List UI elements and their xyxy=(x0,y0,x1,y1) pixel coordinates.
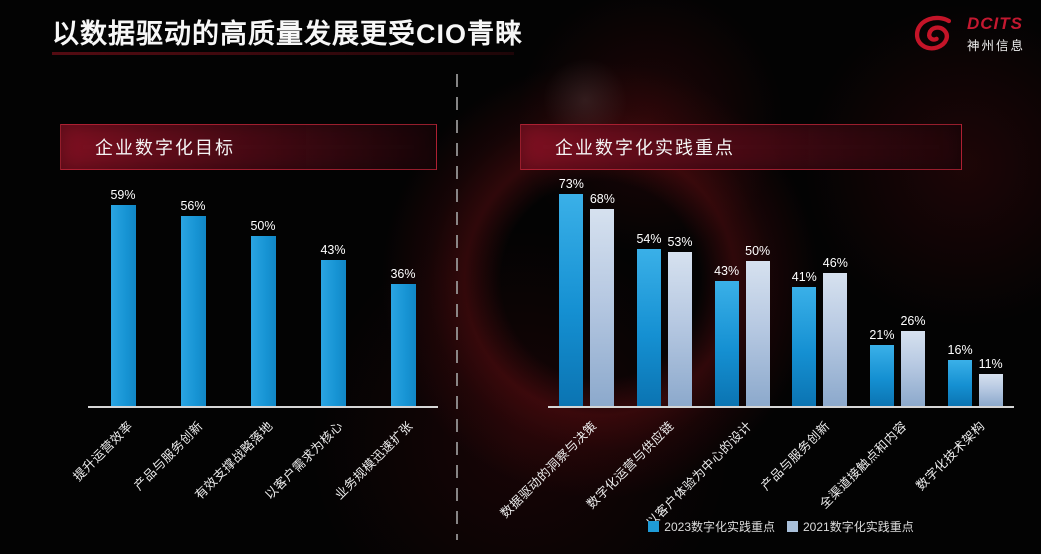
legend-label-2021: 2021数字化实践重点 xyxy=(803,520,914,534)
legend-swatch-2021 xyxy=(787,521,798,532)
bar-wrap: 26% xyxy=(900,314,925,406)
bar-wrap: 21% xyxy=(869,328,894,406)
category-slot: 业务规模迅速扩张 xyxy=(332,408,438,526)
bar-wrap: 36% xyxy=(390,267,416,406)
legend-item-2023: 2023数字化实践重点 xyxy=(648,518,775,535)
bar xyxy=(900,331,925,406)
category-slot: 数字化技术架构 xyxy=(914,408,1014,526)
bar-wrap: 50% xyxy=(745,244,770,406)
bar-wrap: 50% xyxy=(250,219,276,406)
bar-group: 59% xyxy=(88,186,158,406)
bar-value-label: 73% xyxy=(558,177,584,191)
bar-wrap: 41% xyxy=(792,270,817,406)
bar-value-label: 36% xyxy=(390,267,416,281)
bar xyxy=(948,360,973,406)
bar xyxy=(559,194,584,406)
bar xyxy=(823,273,848,406)
bar-value-label: 41% xyxy=(791,270,817,284)
bar xyxy=(668,252,692,406)
bar xyxy=(714,281,739,406)
bar xyxy=(110,205,136,406)
bar-wrap: 54% xyxy=(636,232,661,406)
bar-wrap: 73% xyxy=(559,177,584,406)
page-title: 以数据驱动的高质量发展更受CIO青睐 xyxy=(52,19,524,49)
chart-legend: 2023数字化实践重点 2021数字化实践重点 xyxy=(548,518,1014,535)
dcits-swirl-icon xyxy=(914,15,952,51)
left-panel-header-label: 企业数字化目标 xyxy=(95,138,235,158)
bar-value-label: 43% xyxy=(714,264,740,278)
bar-value-label: 53% xyxy=(667,235,693,249)
bar-wrap: 59% xyxy=(110,188,136,406)
bar-value-label: 43% xyxy=(320,243,346,257)
bar xyxy=(180,216,206,406)
bar-value-label: 56% xyxy=(180,199,206,213)
practices-bar-chart: 73% 68% 54% 53% 43% 50% 41% 46% 21% 26% 16% 11% 数据驱… xyxy=(498,176,1014,530)
logo-text: DCITS 神州信息 xyxy=(967,14,1025,54)
legend-item-2021: 2021数字化实践重点 xyxy=(787,518,914,535)
bar xyxy=(978,374,1003,406)
title-underline xyxy=(52,52,514,55)
goals-bars-area: 59% 56% 50% 43% 36% xyxy=(88,186,438,408)
bar-group: 54% 53% xyxy=(626,176,703,406)
logo-subtitle-text: 神州信息 xyxy=(966,39,1025,53)
category-label: 提升运营效率 xyxy=(70,418,136,484)
legend-swatch-2023 xyxy=(648,521,660,532)
bar-group: 56% xyxy=(158,186,228,406)
bar xyxy=(250,236,276,406)
bar-value-label: 26% xyxy=(900,314,926,328)
bar-wrap: 46% xyxy=(823,256,848,406)
right-panel-header: 企业数字化实践重点 xyxy=(520,124,962,170)
right-panel-header-label: 企业数字化实践重点 xyxy=(555,138,735,158)
bar-wrap: 68% xyxy=(590,192,615,406)
bar-value-label: 68% xyxy=(589,192,615,206)
bar xyxy=(636,249,661,406)
bar-group: 21% 26% xyxy=(859,176,936,406)
bar-group: 16% 11% xyxy=(937,176,1014,406)
panel-divider xyxy=(456,74,458,540)
bar-value-label: 16% xyxy=(947,343,973,357)
bar xyxy=(590,209,615,406)
bar-group: 43% 50% xyxy=(704,176,781,406)
bar-value-label: 59% xyxy=(110,188,136,202)
bar-group: 73% 68% xyxy=(548,176,625,406)
bar-wrap: 16% xyxy=(948,343,973,406)
bar xyxy=(745,261,770,406)
bar-wrap: 43% xyxy=(714,264,739,406)
practices-bars-area: 73% 68% 54% 53% 43% 50% 41% 46% 21% 26% 16% 11% xyxy=(548,176,1014,408)
logo-brand-text: DCITS xyxy=(966,14,1023,33)
bar-value-label: 46% xyxy=(822,256,848,270)
bar xyxy=(869,345,894,406)
bar-value-label: 50% xyxy=(745,244,771,258)
bar-group: 43% xyxy=(298,186,368,406)
bar-wrap: 43% xyxy=(320,243,346,406)
bar xyxy=(792,287,817,406)
bar-value-label: 50% xyxy=(250,219,276,233)
bar xyxy=(390,284,416,406)
practices-category-labels: 数据驱动的洞察与决策 数字化运营与供应链 以客户体验为中心的设计 产品与服务创新 全渠道… xyxy=(498,408,1014,530)
bar-group: 36% xyxy=(368,186,438,406)
bar-group: 50% xyxy=(228,186,298,406)
category-label: 数据驱动的洞察与决策 xyxy=(497,418,600,521)
legend-label-2023: 2023数字化实践重点 xyxy=(664,520,775,534)
bar-group: 41% 46% xyxy=(781,176,858,406)
goals-category-labels: 提升运营效率 产品与服务创新 有效支撑战略落地 以客户需求为核心 业务规模迅速扩张 xyxy=(71,408,438,526)
bar-wrap: 53% xyxy=(667,235,693,406)
left-panel-header: 企业数字化目标 xyxy=(60,124,437,170)
bar-value-label: 21% xyxy=(869,328,895,342)
bar-wrap: 56% xyxy=(180,199,206,406)
bar-value-label: 54% xyxy=(636,232,662,246)
bar xyxy=(320,260,346,406)
goals-bar-chart: 59% 56% 50% 43% 36% 提升运营效率 产品与服务创新 有效支撑战略落地 以客户… xyxy=(71,186,438,526)
brand-logo: DCITS 神州信息 xyxy=(909,12,1025,56)
bar-wrap: 11% xyxy=(979,357,1003,406)
bar-value-label: 11% xyxy=(978,357,1003,371)
